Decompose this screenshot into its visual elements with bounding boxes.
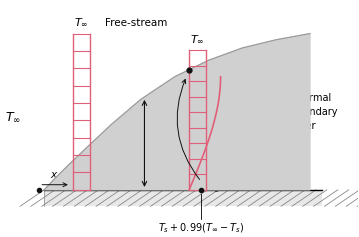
Text: $T_{\infty}$: $T_{\infty}$	[5, 111, 21, 124]
Text: $T_{\infty}$: $T_{\infty}$	[190, 33, 205, 45]
Text: Thermal
boundary
layer: Thermal boundary layer	[291, 93, 337, 131]
Text: $T_s$: $T_s$	[209, 181, 220, 195]
Text: Free-stream: Free-stream	[105, 18, 167, 28]
Text: $T_{\infty}$: $T_{\infty}$	[74, 17, 89, 28]
Polygon shape	[44, 34, 310, 190]
Text: $\delta_t$: $\delta_t$	[153, 141, 165, 155]
Text: $x$: $x$	[50, 169, 58, 180]
Text: $T_s + 0.99(T_{\infty} - T_s)$: $T_s + 0.99(T_{\infty} - T_s)$	[158, 222, 244, 235]
Bar	[44, 190, 322, 206]
